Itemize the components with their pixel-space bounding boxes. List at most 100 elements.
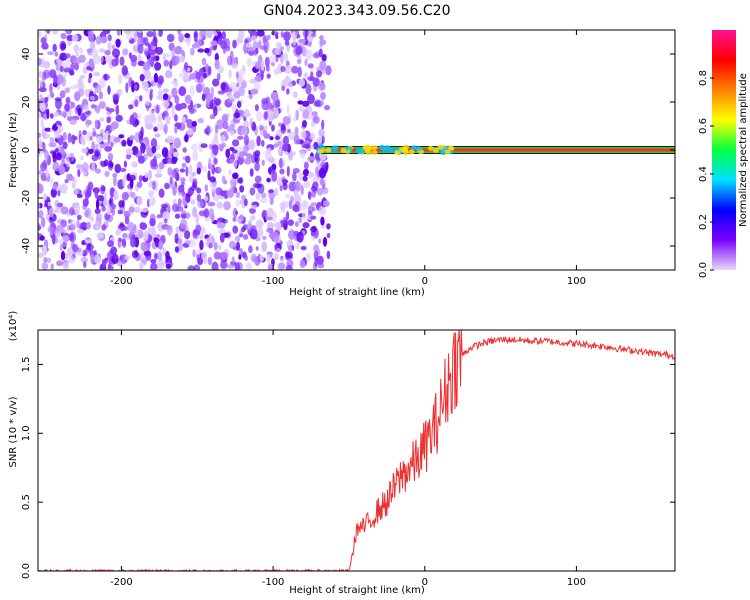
noise-blob xyxy=(164,182,170,190)
noise-blob xyxy=(294,30,299,36)
noise-blob xyxy=(249,78,257,84)
noise-blob xyxy=(240,126,248,136)
noise-blob xyxy=(298,217,302,222)
noise-blob xyxy=(154,252,159,260)
noise-blob xyxy=(119,56,125,66)
noise-blob xyxy=(63,67,72,73)
noise-blob xyxy=(245,42,252,48)
noise-blob xyxy=(298,78,306,87)
noise-blob xyxy=(96,232,104,240)
noise-blob xyxy=(154,133,161,138)
noise-blob xyxy=(308,156,316,161)
noise-blob xyxy=(199,234,204,241)
noise-blob xyxy=(233,112,241,118)
noise-blob xyxy=(216,72,221,81)
noise-blob xyxy=(221,114,229,123)
noise-blob xyxy=(249,207,256,214)
noise-blob xyxy=(162,93,169,101)
noise-blob xyxy=(108,198,113,205)
noise-blob xyxy=(271,170,278,182)
noise-blob xyxy=(302,109,309,119)
noise-blob xyxy=(283,52,289,62)
noise-blob xyxy=(188,173,194,183)
noise-blob xyxy=(125,148,134,155)
noise-blob xyxy=(316,66,324,72)
y-tick-label: 0.0 xyxy=(21,563,32,579)
x-tick-label: -200 xyxy=(110,577,133,588)
noise-blob xyxy=(115,38,121,48)
noise-blob xyxy=(314,99,322,106)
noise-blob xyxy=(169,176,173,185)
noise-blob xyxy=(232,207,238,219)
noise-blob xyxy=(86,110,92,116)
noise-blob xyxy=(103,73,108,81)
noise-blob xyxy=(141,258,146,264)
noise-blob xyxy=(177,198,182,207)
noise-blob xyxy=(106,206,111,216)
noise-blob xyxy=(266,73,271,79)
noise-blob xyxy=(296,137,301,145)
noise-blob xyxy=(74,189,78,196)
noise-blob xyxy=(38,57,42,66)
noise-blob xyxy=(244,113,248,118)
noise-blob xyxy=(143,250,151,257)
noise-blob xyxy=(186,118,193,129)
noise-blob xyxy=(45,168,49,178)
noise-blob xyxy=(187,128,194,136)
noise-blob xyxy=(121,191,129,201)
noise-blob xyxy=(220,142,227,148)
noise-blob xyxy=(302,100,310,107)
noise-blob xyxy=(74,62,79,71)
noise-blob xyxy=(42,245,48,256)
noise-blob xyxy=(105,55,113,64)
noise-blob xyxy=(183,200,187,206)
noise-blob xyxy=(174,95,180,104)
noise-blob xyxy=(231,256,235,264)
noise-blob xyxy=(254,175,262,184)
noise-blob xyxy=(266,177,271,183)
noise-blob xyxy=(38,210,44,219)
noise-blob xyxy=(292,171,297,182)
noise-blob xyxy=(260,70,264,81)
signal-blob xyxy=(371,145,378,151)
signal-blob xyxy=(340,148,347,154)
signal-blob xyxy=(367,145,373,151)
noise-blob xyxy=(156,95,163,100)
noise-blob xyxy=(72,244,79,253)
noise-blob xyxy=(280,124,287,134)
noise-blob xyxy=(121,238,126,247)
noise-blob xyxy=(180,218,188,230)
noise-blob xyxy=(51,233,56,245)
noise-blob xyxy=(153,237,158,243)
noise-blob xyxy=(267,263,274,270)
noise-blob xyxy=(275,98,281,110)
noise-blob xyxy=(95,104,101,114)
noise-blob xyxy=(70,63,76,71)
noise-blob xyxy=(284,193,291,199)
colorbar: 0.0 0.2 0.4 0.6 0.8 Normalized spectral ampl… xyxy=(698,30,749,278)
noise-blob xyxy=(146,75,155,82)
noise-blob xyxy=(67,255,76,264)
noise-blob xyxy=(157,251,163,261)
noise-blob xyxy=(39,94,43,101)
signal-blob xyxy=(444,149,451,155)
noise-blob xyxy=(107,85,111,95)
noise-blob xyxy=(59,145,65,155)
noise-blob xyxy=(271,163,277,171)
noise-blob xyxy=(158,188,165,198)
noise-blob xyxy=(287,245,293,253)
noise-blob xyxy=(82,130,87,136)
noise-blob xyxy=(166,33,175,43)
noise-blob xyxy=(248,93,253,100)
noise-blob xyxy=(282,143,289,152)
noise-blob xyxy=(219,190,228,197)
colorbar-tick-label: 0.4 xyxy=(698,166,709,182)
noise-blob xyxy=(181,162,187,168)
noise-blob xyxy=(107,152,114,161)
noise-blob xyxy=(265,65,270,72)
noise-blob xyxy=(156,214,163,219)
noise-blob xyxy=(163,218,168,224)
noise-blob xyxy=(242,234,249,240)
noise-blob xyxy=(236,82,240,88)
